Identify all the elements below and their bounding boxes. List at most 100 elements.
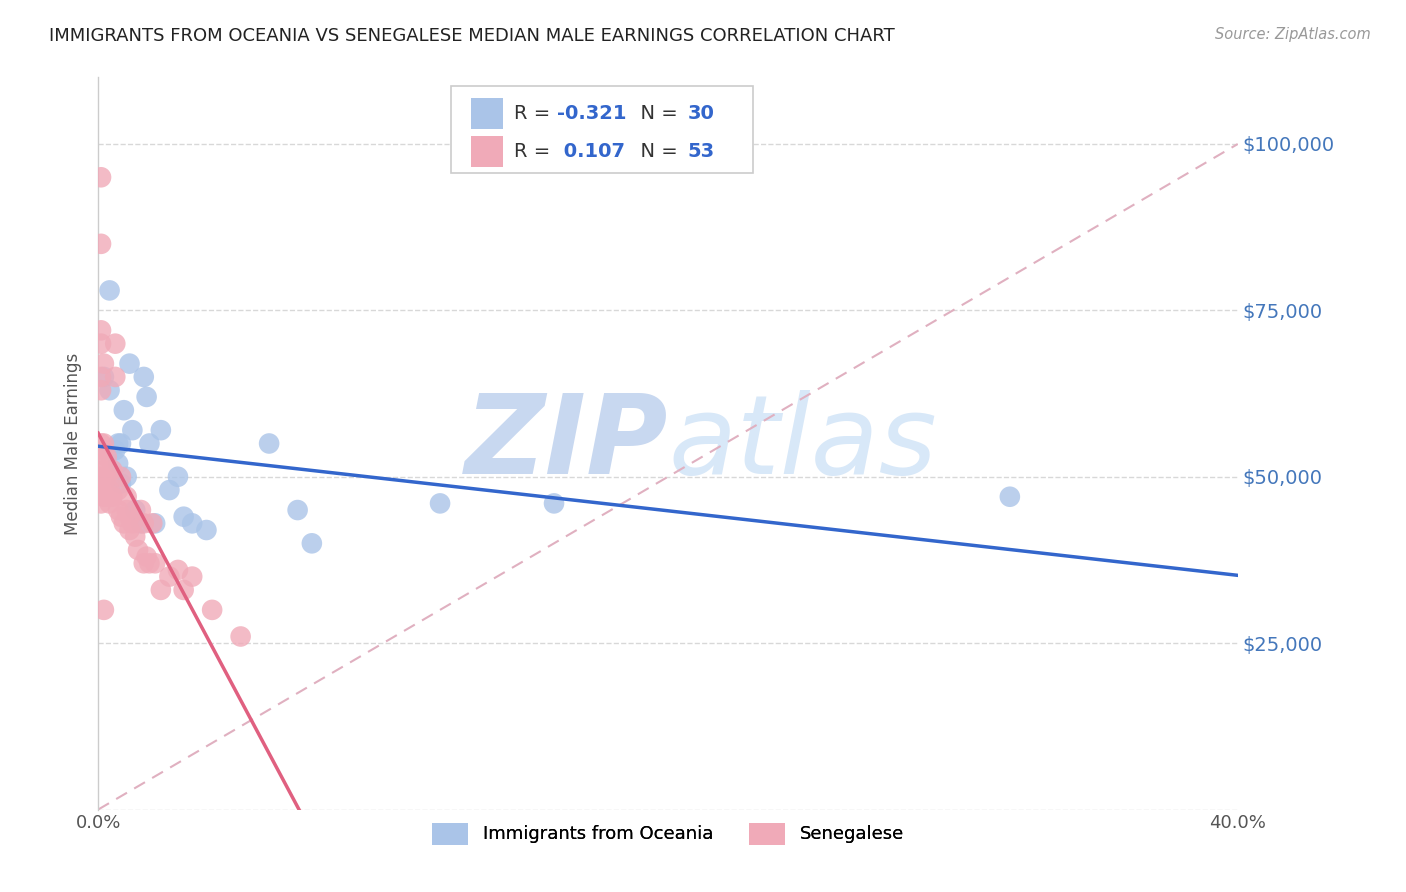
Point <box>93 370 115 384</box>
Point <box>90 370 112 384</box>
Point <box>167 563 190 577</box>
Point <box>167 469 190 483</box>
Point <box>118 523 141 537</box>
Y-axis label: Median Male Earnings: Median Male Earnings <box>65 352 82 534</box>
Point <box>110 436 132 450</box>
Point <box>90 483 112 497</box>
Point <box>118 509 141 524</box>
Point <box>149 582 172 597</box>
Point <box>107 503 129 517</box>
Point <box>149 423 172 437</box>
Point <box>181 516 204 531</box>
Point <box>90 236 112 251</box>
Text: ZIP: ZIP <box>464 390 668 497</box>
Point <box>132 370 155 384</box>
Point <box>104 336 127 351</box>
FancyBboxPatch shape <box>471 98 503 129</box>
Point <box>107 483 129 497</box>
Point <box>93 463 115 477</box>
Point <box>181 569 204 583</box>
Point <box>104 443 127 458</box>
Point <box>135 390 157 404</box>
FancyBboxPatch shape <box>451 87 754 173</box>
Legend: Immigrants from Oceania, Senegalese: Immigrants from Oceania, Senegalese <box>425 815 911 852</box>
Point <box>90 436 112 450</box>
Point <box>90 323 112 337</box>
Point <box>135 549 157 564</box>
Point <box>112 516 135 531</box>
Point <box>98 284 121 298</box>
Point <box>195 523 218 537</box>
Point <box>90 457 112 471</box>
Point <box>107 457 129 471</box>
Point <box>115 490 138 504</box>
Point <box>129 516 152 531</box>
Point <box>104 370 127 384</box>
Text: IMMIGRANTS FROM OCEANIA VS SENEGALESE MEDIAN MALE EARNINGS CORRELATION CHART: IMMIGRANTS FROM OCEANIA VS SENEGALESE ME… <box>49 27 896 45</box>
Text: atlas: atlas <box>668 390 936 497</box>
Point <box>138 436 160 450</box>
Point <box>287 503 309 517</box>
Point <box>93 436 115 450</box>
Point <box>93 443 115 458</box>
Point <box>141 516 163 531</box>
Point <box>121 423 143 437</box>
Text: R =: R = <box>515 142 557 161</box>
Point <box>90 170 112 185</box>
Point <box>90 469 112 483</box>
Point <box>429 496 451 510</box>
Point <box>998 490 1021 504</box>
Point <box>118 357 141 371</box>
Text: R =: R = <box>515 104 557 123</box>
Point <box>96 469 118 483</box>
Point <box>98 496 121 510</box>
Point <box>257 436 280 450</box>
Point <box>101 490 124 504</box>
Point <box>157 483 180 497</box>
Text: 0.107: 0.107 <box>557 142 626 161</box>
Text: 30: 30 <box>688 104 714 123</box>
Point <box>90 383 112 397</box>
Text: 53: 53 <box>688 142 714 161</box>
Point <box>101 463 124 477</box>
Point <box>124 503 146 517</box>
Point <box>157 569 180 583</box>
Point <box>143 516 166 531</box>
Point <box>112 403 135 417</box>
Point <box>93 357 115 371</box>
Point <box>173 582 195 597</box>
Point <box>110 476 132 491</box>
Point <box>201 603 224 617</box>
Text: N =: N = <box>628 142 685 161</box>
Point <box>173 509 195 524</box>
Point <box>132 516 155 531</box>
Point <box>115 503 138 517</box>
Point <box>98 483 121 497</box>
Point <box>129 503 152 517</box>
Text: -0.321: -0.321 <box>557 104 627 123</box>
Point <box>107 436 129 450</box>
Point <box>115 469 138 483</box>
Point <box>138 556 160 570</box>
Text: N =: N = <box>628 104 685 123</box>
Point <box>121 516 143 531</box>
Point <box>98 383 121 397</box>
Point <box>96 490 118 504</box>
Point <box>301 536 323 550</box>
Point <box>93 476 115 491</box>
Point <box>229 630 252 644</box>
Point <box>543 496 565 510</box>
Point <box>110 509 132 524</box>
Point <box>90 336 112 351</box>
Point <box>127 543 149 558</box>
Point <box>124 530 146 544</box>
Point <box>143 556 166 570</box>
Text: Source: ZipAtlas.com: Source: ZipAtlas.com <box>1215 27 1371 42</box>
Point <box>96 450 118 464</box>
Point <box>90 496 112 510</box>
Point <box>110 469 132 483</box>
Point <box>93 490 115 504</box>
Point <box>93 603 115 617</box>
Point <box>132 556 155 570</box>
FancyBboxPatch shape <box>471 136 503 167</box>
